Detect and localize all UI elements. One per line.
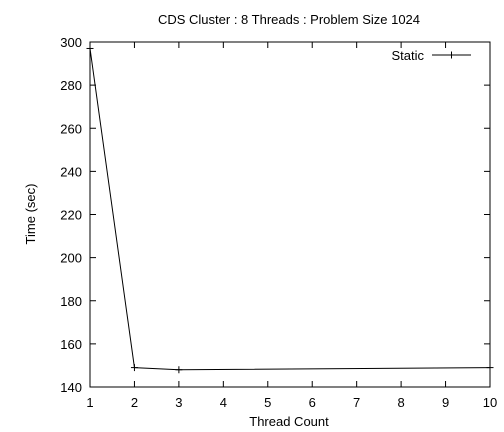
y-tick-label: 180 bbox=[60, 294, 82, 309]
data-point bbox=[486, 364, 494, 372]
data-point bbox=[130, 364, 138, 372]
y-tick-label: 140 bbox=[60, 380, 82, 395]
legend-marker-static bbox=[448, 51, 455, 59]
x-tick-label: 10 bbox=[483, 395, 497, 410]
data-point bbox=[86, 44, 94, 52]
y-tick-label: 260 bbox=[60, 121, 82, 136]
y-tick-label: 200 bbox=[60, 251, 82, 266]
y-tick-label: 280 bbox=[60, 78, 82, 93]
x-tick-label: 8 bbox=[397, 395, 404, 410]
chart-title: CDS Cluster : 8 Threads : Problem Size 1… bbox=[158, 12, 420, 27]
y-tick-label: 300 bbox=[60, 35, 82, 50]
x-axis-label: Thread Count bbox=[249, 414, 329, 429]
x-tick-label: 1 bbox=[86, 395, 93, 410]
x-tick-label: 5 bbox=[264, 395, 271, 410]
legend-label-static: Static bbox=[391, 48, 424, 63]
y-tick-label: 160 bbox=[60, 337, 82, 352]
x-tick-label: 7 bbox=[353, 395, 360, 410]
series-line-static bbox=[89, 48, 491, 371]
y-tick-label: 220 bbox=[60, 208, 82, 223]
x-tick-label: 3 bbox=[175, 395, 182, 410]
axis-ticks: 1 2 3 4 5 6 7 8 9 10 140 160 180 200 220 240 260 280 300 bbox=[60, 35, 497, 410]
legend: Static bbox=[391, 48, 471, 63]
y-axis-label: Time (sec) bbox=[23, 184, 38, 245]
data-point bbox=[175, 366, 183, 374]
x-tick-label: 6 bbox=[309, 395, 316, 410]
plot-frame bbox=[89, 41, 491, 388]
x-tick-label: 4 bbox=[220, 395, 227, 410]
x-tick-label: 9 bbox=[442, 395, 449, 410]
series-layer bbox=[86, 44, 494, 374]
x-tick-label: 2 bbox=[131, 395, 138, 410]
y-tick-label: 240 bbox=[60, 164, 82, 179]
